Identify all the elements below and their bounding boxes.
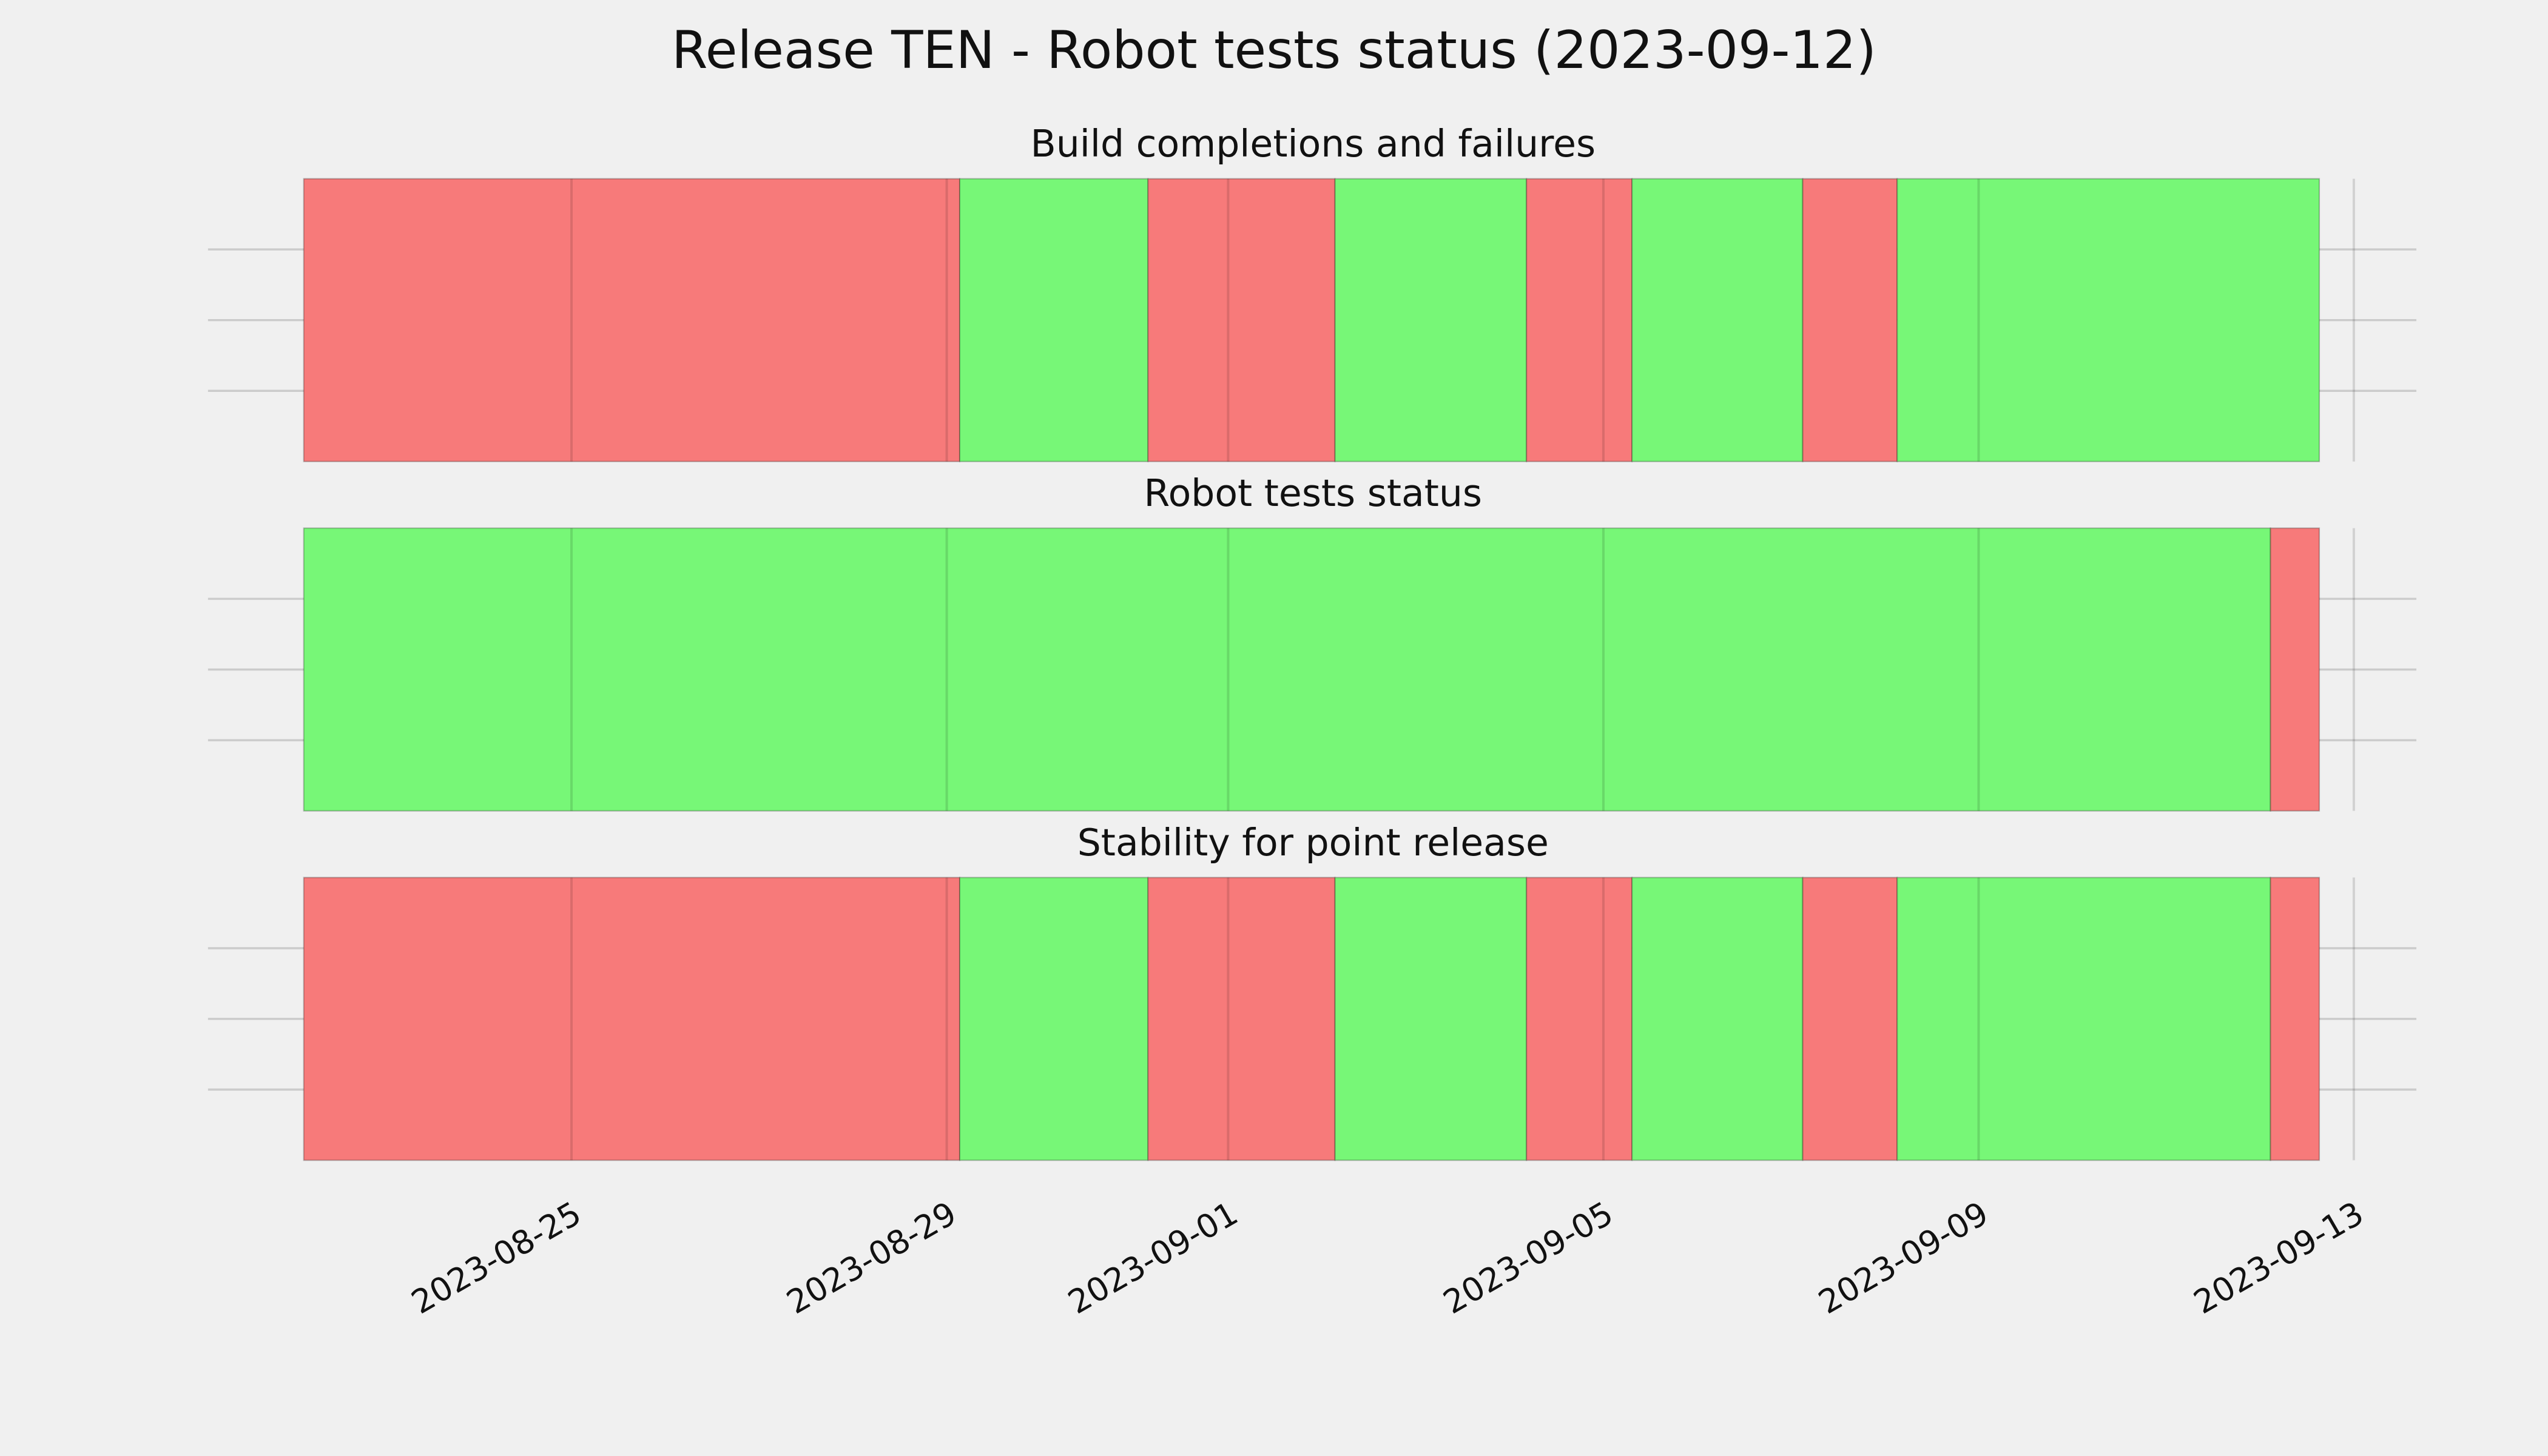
status-span [2270, 527, 2320, 812]
status-span [1147, 877, 1336, 1161]
chart-title: Release TEN - Robot tests status (2023-0… [672, 20, 1876, 81]
status-span [959, 877, 1149, 1161]
status-span [303, 178, 961, 462]
status-span [1896, 178, 2320, 462]
status-span [1631, 877, 1804, 1161]
status-span [1334, 877, 1528, 1161]
panel-title: Stability for point release [1077, 821, 1549, 864]
status-span [1147, 178, 1336, 462]
status-span [1526, 178, 1633, 462]
status-span [1631, 178, 1804, 462]
status-span [303, 877, 961, 1161]
status-span [2270, 877, 2320, 1161]
status-span [1334, 178, 1528, 462]
status-span [1526, 877, 1633, 1161]
panel-title: Build completions and failures [1030, 122, 1596, 166]
panel-title: Robot tests status [1144, 471, 1482, 515]
status-span [303, 527, 2271, 812]
status-span [1896, 877, 2271, 1161]
status-span [1802, 877, 1898, 1161]
status-span [959, 178, 1149, 462]
status-span [1802, 178, 1898, 462]
